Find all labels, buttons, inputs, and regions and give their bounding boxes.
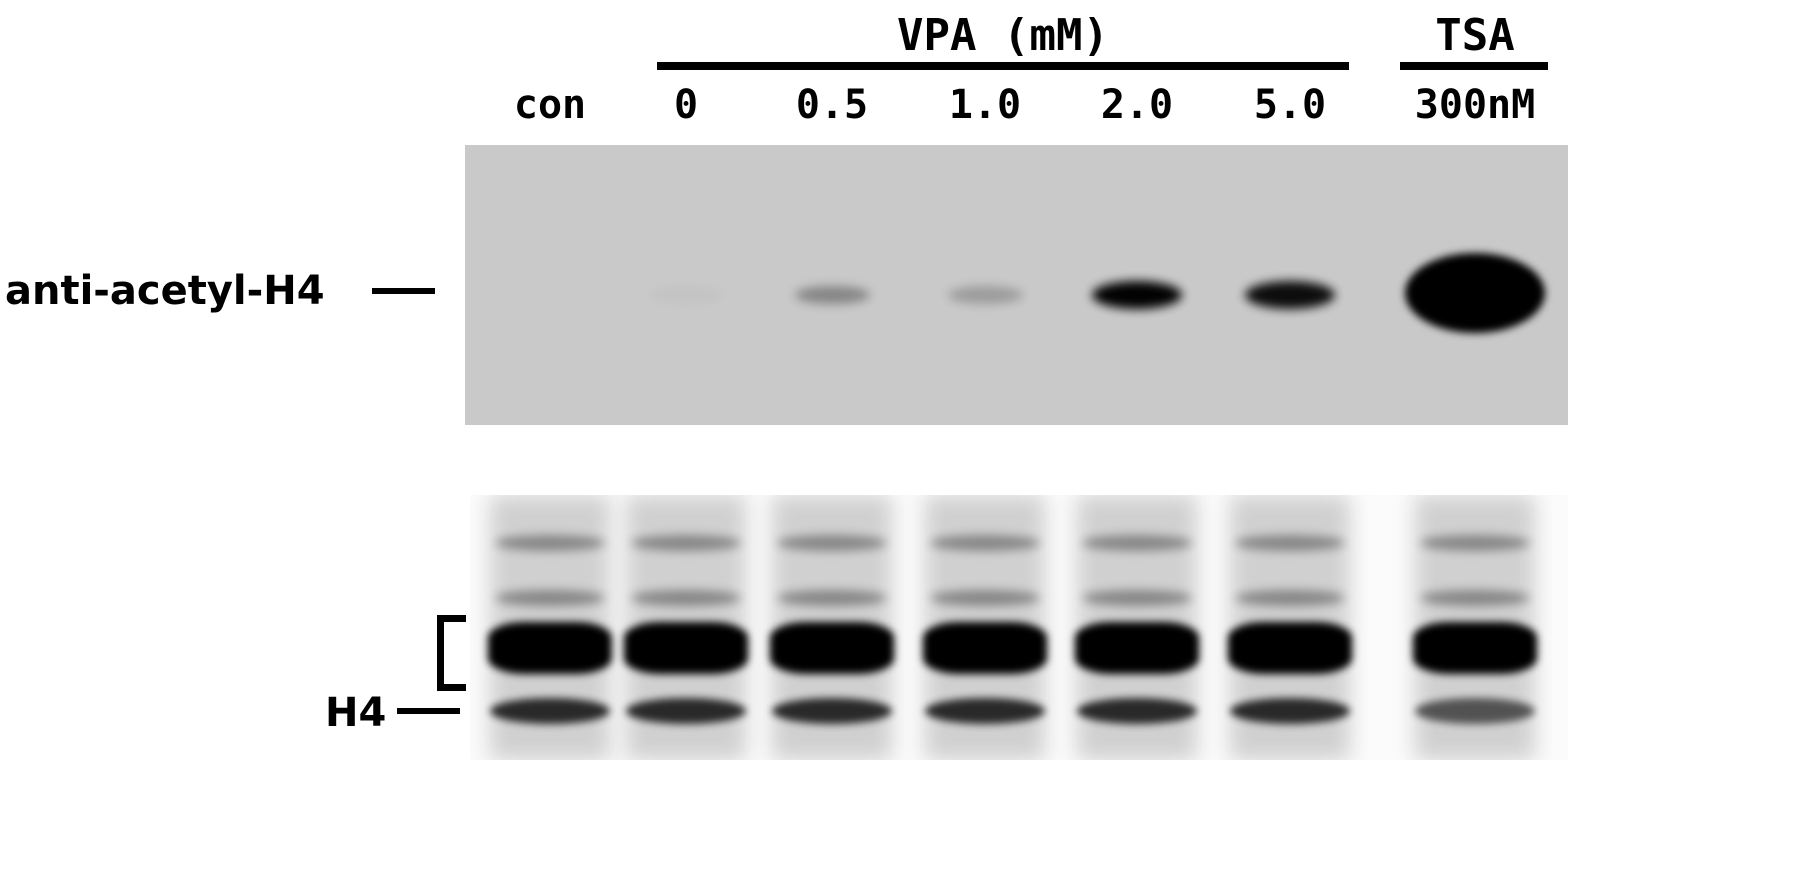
histone-band bbox=[1228, 622, 1352, 674]
histone-band bbox=[488, 622, 612, 674]
faint-band bbox=[1235, 590, 1345, 606]
histone-band bbox=[923, 622, 1047, 674]
acetyl-h4-band bbox=[947, 286, 1023, 304]
h4-bracket bbox=[437, 615, 466, 691]
faint-band bbox=[495, 535, 605, 551]
h4-band bbox=[772, 698, 892, 724]
faint-band bbox=[777, 590, 887, 606]
vpa-group-bar bbox=[657, 62, 1349, 70]
faint-band bbox=[495, 590, 605, 606]
h4-band bbox=[1077, 698, 1197, 724]
histone-band bbox=[1075, 622, 1199, 674]
faint-band bbox=[930, 535, 1040, 551]
faint-band bbox=[1082, 590, 1192, 606]
lane-label: 5.0 bbox=[1253, 82, 1327, 128]
h4-band bbox=[490, 698, 610, 724]
anti-acetyl-h4-marker bbox=[372, 288, 435, 294]
h4-blot bbox=[470, 495, 1568, 760]
vpa-group-label: VPA (mM) bbox=[897, 10, 1109, 61]
faint-band bbox=[777, 535, 887, 551]
lane-label: 2.0 bbox=[1100, 82, 1174, 128]
acetyl-h4-band bbox=[794, 286, 870, 304]
h4-band bbox=[1415, 698, 1535, 724]
tsa-group-label: TSA bbox=[1435, 10, 1515, 61]
faint-band bbox=[1082, 535, 1192, 551]
faint-band bbox=[1420, 590, 1530, 606]
faint-band bbox=[930, 590, 1040, 606]
h4-marker bbox=[397, 708, 460, 714]
acetyl-h4-band bbox=[649, 286, 724, 304]
lane-label: con bbox=[513, 82, 587, 128]
acetyl-h4-band bbox=[1405, 253, 1545, 333]
h4-band bbox=[1230, 698, 1350, 724]
faint-band bbox=[1420, 535, 1530, 551]
lane-label: 0 bbox=[673, 82, 699, 128]
acetyl-h4-band bbox=[1092, 281, 1182, 309]
faint-band bbox=[631, 590, 741, 606]
anti-acetyl-h4-label: anti-acetyl-H4 bbox=[5, 268, 325, 314]
lane-label: 1.0 bbox=[948, 82, 1022, 128]
faint-band bbox=[1235, 535, 1345, 551]
histone-band bbox=[770, 622, 894, 674]
tsa-group-bar bbox=[1400, 62, 1548, 70]
h4-band bbox=[925, 698, 1045, 724]
lane-label: 300nM bbox=[1414, 82, 1536, 128]
acetyl-h4-blot bbox=[465, 145, 1568, 425]
histone-band bbox=[1413, 622, 1537, 674]
lane-label: 0.5 bbox=[795, 82, 869, 128]
h4-label: H4 bbox=[325, 690, 387, 736]
acetyl-h4-band bbox=[1245, 281, 1335, 309]
h4-band bbox=[626, 698, 746, 724]
histone-band bbox=[624, 622, 748, 674]
faint-band bbox=[631, 535, 741, 551]
